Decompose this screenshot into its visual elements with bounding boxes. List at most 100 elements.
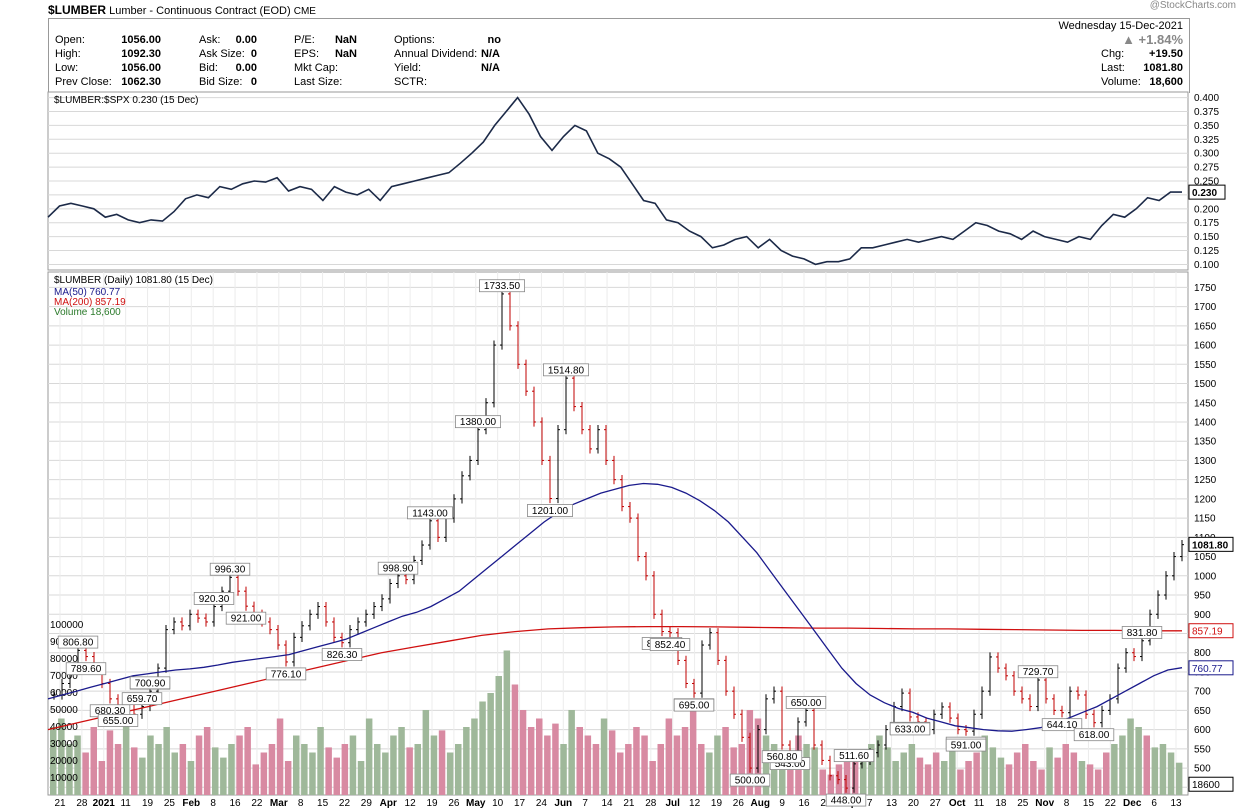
annotation-box [406,506,453,520]
annotation-label: 695.00 [679,701,710,712]
volume-bar [1159,744,1167,795]
annotation-box [1041,718,1083,732]
volume-bar [90,727,97,795]
volume-bar [333,757,340,795]
chg-label: Chg: [1101,48,1125,60]
quote-date: Wednesday 15-Dec-2021 [1058,20,1183,32]
volume-bar [390,735,397,795]
volume-bar [1111,744,1118,795]
x-tick-label: Aug [751,798,770,809]
x-tick-label: 9 [779,798,785,809]
ratio-tick-label: 0.200 [1194,204,1219,215]
volume-bar [284,761,292,795]
sctr-label: SCTR: [394,76,427,88]
price-tick-label: 1500 [1194,379,1217,390]
volume-bar [851,752,859,795]
price-tick-label: 1750 [1194,283,1217,294]
annotation-box [1121,626,1163,639]
annotation-label: 826.30 [327,650,358,661]
annotation-box [129,676,171,690]
x-tick-label: 24 [536,798,548,809]
volume-bar [1119,735,1126,795]
ratio-tick-label: 0.350 [1194,121,1219,132]
volume-bar [1030,761,1037,795]
price-tick-label: 1550 [1194,360,1217,371]
volume-bar [876,735,883,795]
volume-tick-label: 60000 [50,688,78,699]
exchange: CME [293,6,316,17]
x-tick-label: 28 [76,798,88,809]
up-triangle-icon: ▲ [1122,32,1139,47]
x-tick-label: 25 [164,798,176,809]
x-tick-label: 13 [1170,798,1182,809]
volume-bar [665,718,673,795]
volume-bar [608,730,616,795]
annotation-label: 1380.00 [460,417,497,428]
volume-bar [228,744,235,795]
volume-legend: Volume 18,600 [54,307,121,318]
volume-bar [811,747,818,795]
annotation-box [729,773,771,787]
volume-bar [106,730,114,795]
price-tick-label: 1650 [1194,321,1217,332]
ratio-line [47,96,1182,266]
annotation-box [825,793,867,807]
annotation-label: 633.00 [895,724,926,735]
volume-tick-label: 20000 [50,756,78,767]
volume-bar [649,761,656,795]
price-legend: $LUMBER (Daily) 1081.80 (15 Dec) [54,275,213,286]
annotation-box [377,561,419,575]
ratio-tick-label: 0.300 [1194,149,1219,160]
volume-bar [762,735,770,795]
open-value: 1056.00 [121,34,161,46]
x-tick-label: 28 [645,798,657,809]
volume-bar [155,744,162,795]
x-tick-label: Apr [380,798,397,809]
x-tick-label: 7 [582,798,588,809]
volume-bar [236,735,243,795]
annotation-label: 729.70 [1023,667,1054,678]
right-value-box [1188,660,1234,676]
volume-bar [641,735,648,795]
volume-bar [544,735,551,795]
annotation-box [649,638,691,651]
ma200-legend: MA(200) 857.19 [54,297,126,308]
volume-label: Volume: [1101,76,1141,88]
prev-close-value: 1062.30 [121,76,161,88]
x-tick-label: 17 [514,798,526,809]
ratio-tick-label: 0.400 [1194,93,1219,104]
x-tick-label: 29 [361,798,373,809]
price-tick-label: 800 [1194,648,1211,659]
volume-bar [147,735,154,795]
annotation-label: 1733.50 [484,281,521,292]
annotation-label: 655.00 [103,716,134,727]
right-value-box [1188,776,1234,792]
volume-bar [900,752,907,795]
x-tick-label: 26 [733,798,745,809]
annotation-box [121,692,163,706]
price-frame [47,271,1189,796]
volume-bar [1175,762,1183,795]
ratio-last-label: 0.230 [1192,188,1217,199]
last-value: 1081.80 [1143,62,1183,74]
yield-value: N/A [481,62,500,74]
volume-bar [568,710,575,795]
pe-label: P/E: [294,34,315,46]
volume-bar [973,752,980,795]
volume-bar [884,747,891,795]
volume-bar [681,727,689,795]
x-tick-label: 26 [448,798,460,809]
volume-tick-label: 80000 [50,654,78,665]
volume-bar [965,761,972,795]
volume-bar [1046,747,1053,795]
volume-bar [617,752,624,795]
volume-bar [179,744,187,795]
price-tick-label: 900 [1194,610,1211,621]
price-tick-label: 1050 [1194,552,1217,563]
volume-bar [673,735,681,795]
price-tick-label: 1300 [1194,456,1217,467]
description: Lumber - Continuous Contract (EOD) [109,5,291,17]
right-value-label: 1081.80 [1192,540,1229,551]
annotation-box [761,750,803,764]
ma50-legend: MA(50) 760.77 [54,287,121,298]
